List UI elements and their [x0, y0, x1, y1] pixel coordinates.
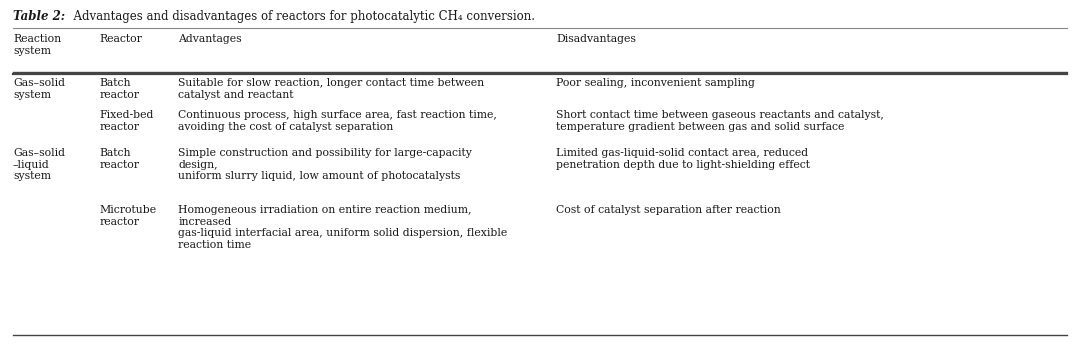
Text: Limited gas-liquid-solid contact area, reduced
penetration depth due to light-sh: Limited gas-liquid-solid contact area, r…	[556, 148, 810, 170]
Text: Disadvantages: Disadvantages	[556, 34, 636, 44]
Text: Gas–solid
–liquid
system: Gas–solid –liquid system	[13, 148, 65, 181]
Text: Reaction
system: Reaction system	[13, 34, 62, 56]
Text: Simple construction and possibility for large-capacity
design,
uniform slurry li: Simple construction and possibility for …	[178, 148, 472, 181]
Text: Cost of catalyst separation after reaction: Cost of catalyst separation after reacti…	[556, 205, 781, 215]
Text: Fixed-bed
reactor: Fixed-bed reactor	[99, 110, 153, 131]
Text: Batch
reactor: Batch reactor	[99, 78, 139, 100]
Text: Advantages and disadvantages of reactors for photocatalytic CH₄ conversion.: Advantages and disadvantages of reactors…	[66, 10, 535, 23]
Text: Suitable for slow reaction, longer contact time between
catalyst and reactant: Suitable for slow reaction, longer conta…	[178, 78, 484, 100]
Text: Gas–solid
system: Gas–solid system	[13, 78, 65, 100]
Text: Homogeneous irradiation on entire reaction medium,
increased
gas-liquid interfac: Homogeneous irradiation on entire reacti…	[178, 205, 508, 250]
Text: Table 2:: Table 2:	[13, 10, 65, 23]
Text: Microtube
reactor: Microtube reactor	[99, 205, 157, 227]
Text: Batch
reactor: Batch reactor	[99, 148, 139, 170]
Text: Reactor: Reactor	[99, 34, 143, 44]
Text: Advantages: Advantages	[178, 34, 242, 44]
Text: Continuous process, high surface area, fast reaction time,
avoiding the cost of : Continuous process, high surface area, f…	[178, 110, 497, 131]
Text: Short contact time between gaseous reactants and catalyst,
temperature gradient : Short contact time between gaseous react…	[556, 110, 885, 131]
Text: Poor sealing, inconvenient sampling: Poor sealing, inconvenient sampling	[556, 78, 755, 88]
